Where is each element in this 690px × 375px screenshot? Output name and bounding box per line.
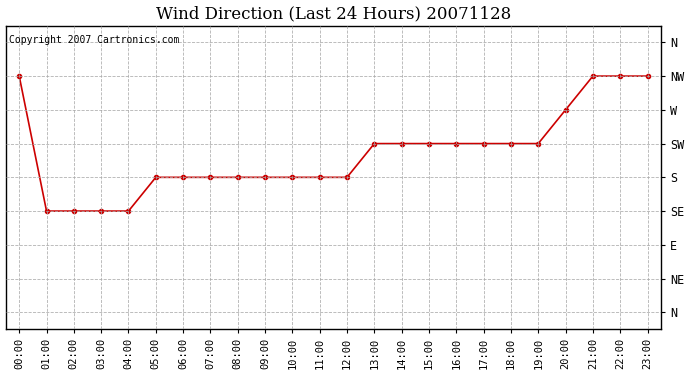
Title: Wind Direction (Last 24 Hours) 20071128: Wind Direction (Last 24 Hours) 20071128 [156, 6, 511, 22]
Text: Copyright 2007 Cartronics.com: Copyright 2007 Cartronics.com [9, 34, 179, 45]
